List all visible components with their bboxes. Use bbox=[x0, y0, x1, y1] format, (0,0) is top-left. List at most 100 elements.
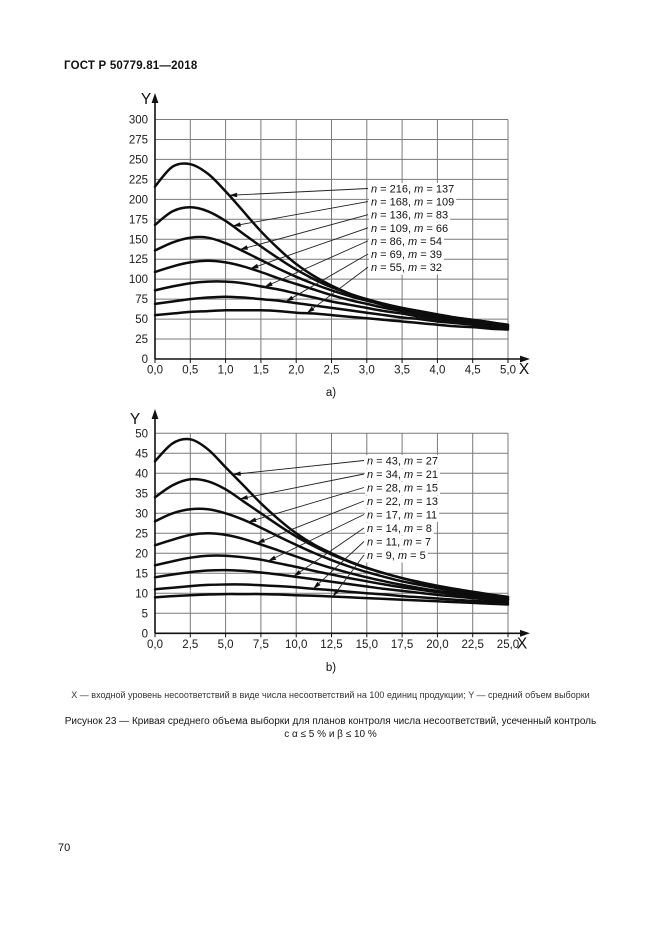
curve-n9 bbox=[153, 592, 510, 606]
x-tick-label: 3,0 bbox=[359, 365, 375, 377]
legend-leader-line bbox=[248, 487, 365, 523]
curve-n28 bbox=[153, 507, 510, 600]
y-tick-label: 300 bbox=[129, 115, 148, 127]
x-tick-label: 20,0 bbox=[426, 639, 448, 651]
y-tick-label: 25 bbox=[135, 528, 148, 540]
y-tick-label: 75 bbox=[135, 294, 148, 306]
x-tick-label: 4,5 bbox=[465, 365, 481, 377]
legend-label: n = 14, m = 8 bbox=[367, 523, 432, 535]
y-tick-label: 30 bbox=[135, 508, 148, 520]
curve-n34 bbox=[153, 477, 510, 599]
legend-label: n = 11, m = 7 bbox=[367, 537, 431, 549]
legend-leader-line bbox=[232, 460, 365, 475]
legend-leader-line bbox=[256, 500, 365, 544]
legend-arrow-icon bbox=[293, 570, 302, 577]
y-tick-label: 0 bbox=[142, 628, 148, 640]
y-tick-label: 45 bbox=[135, 448, 148, 460]
curve-n86 bbox=[153, 280, 510, 329]
x-tick-label: 0,0 bbox=[147, 639, 163, 651]
x-tick-label: 10,0 bbox=[285, 639, 307, 651]
y-tick-label: 40 bbox=[135, 468, 148, 480]
tick-labels: 0,0 0,5 1,0 1,5 2,0 2,5 3,0 3,5 4,0 4,5 5,0 0 25 50 75… bbox=[129, 115, 516, 377]
y-tick-label: 15 bbox=[135, 568, 148, 580]
legend-label: n = 136, m = 83 bbox=[371, 210, 448, 222]
y-tick-label: 150 bbox=[129, 234, 148, 246]
x-tick-label: 7,5 bbox=[253, 639, 269, 651]
y-axis-arrow-icon bbox=[151, 409, 159, 419]
legend-label-bg bbox=[365, 536, 434, 549]
legend-label: n = 168, m = 109 bbox=[371, 197, 454, 209]
x-tick-label: 1,5 bbox=[253, 365, 269, 377]
y-tick-label: 50 bbox=[135, 314, 148, 326]
x-tick-label: 2,5 bbox=[182, 639, 198, 651]
legend-label: n = 43, m = 27 bbox=[367, 456, 438, 468]
legend-arrow-icon bbox=[250, 263, 259, 269]
legend-arrow-icon bbox=[306, 306, 315, 314]
curve-n55 bbox=[153, 309, 510, 331]
x-tick-label: 2,0 bbox=[288, 365, 304, 377]
figure-caption: Рисунок 23 — Кривая среднего объема выбо… bbox=[64, 716, 597, 727]
x-tick-label: 2,5 bbox=[324, 365, 340, 377]
legend-arrow-icon bbox=[239, 495, 248, 500]
y-tick-label: 175 bbox=[129, 214, 148, 226]
y-tick-label: 200 bbox=[129, 194, 148, 206]
x-tick-label: 5,0 bbox=[500, 365, 516, 377]
legend-arrow-icon bbox=[256, 538, 265, 544]
x-tick-label: 0,0 bbox=[147, 365, 163, 377]
legend-label-bg bbox=[365, 468, 440, 482]
legend-label-bg bbox=[365, 482, 440, 495]
x-axis-label: X bbox=[517, 636, 528, 653]
x-tick-label: 4,0 bbox=[429, 365, 445, 377]
legend-arrow-icon bbox=[248, 517, 257, 522]
y-tick-label: 5 bbox=[142, 608, 148, 620]
document-header: ГОСТ Р 50779.81—2018 bbox=[64, 60, 198, 72]
legend-label-bg bbox=[369, 248, 444, 262]
y-tick-label: 225 bbox=[129, 174, 148, 186]
legend-label: n = 22, m = 13 bbox=[367, 496, 438, 508]
legend-label-bg bbox=[365, 549, 428, 563]
x-axis-label: X bbox=[519, 361, 530, 378]
legend-leader-line bbox=[239, 214, 369, 251]
legend-label: n = 109, m = 66 bbox=[371, 223, 448, 235]
figure-footnote: X — входной уровень несоответствий в вид… bbox=[71, 690, 590, 700]
legend-label-bg bbox=[365, 455, 440, 468]
legend-leader-line bbox=[239, 473, 365, 500]
x-tick-label: 22,5 bbox=[462, 639, 484, 651]
legend-label-bg bbox=[369, 235, 444, 249]
curve-n69 bbox=[153, 295, 510, 330]
y-axis-label: Y bbox=[130, 411, 140, 428]
x-tick-label: 25,0 bbox=[497, 639, 519, 651]
legend-label-bg bbox=[365, 522, 434, 536]
page-number: 70 bbox=[58, 842, 71, 854]
legend-label-bg bbox=[369, 196, 457, 210]
y-tick-label: 250 bbox=[129, 154, 148, 166]
legend-arrow-icon bbox=[232, 222, 241, 227]
legend-leader-line bbox=[267, 514, 365, 562]
y-tick-label: 35 bbox=[135, 488, 148, 500]
y-tick-label: 100 bbox=[129, 274, 148, 286]
legend-leader-line bbox=[285, 253, 369, 303]
legend-label-bg bbox=[369, 222, 451, 236]
legend-label-bg bbox=[365, 509, 440, 522]
y-axis-arrow-icon bbox=[151, 93, 159, 103]
x-axis-arrow-icon bbox=[520, 355, 530, 363]
legend-label: n = 69, m = 39 bbox=[371, 249, 442, 261]
x-tick-label: 15,0 bbox=[356, 639, 378, 651]
legend-leader-line bbox=[293, 527, 365, 577]
legend-arrow-icon bbox=[229, 192, 238, 198]
y-tick-label: 50 bbox=[135, 428, 148, 440]
legend-label: n = 216, m = 137 bbox=[371, 184, 454, 196]
y-tick-label: 275 bbox=[129, 134, 148, 146]
curve-n17 bbox=[153, 554, 510, 601]
curve-n14 bbox=[153, 568, 510, 603]
tick-labels: 0,0 2,5 5,0 7,5 10,0 12,5 15,0 17,5 20,0 22,5 25,0… bbox=[135, 428, 519, 651]
y-tick-label: 25 bbox=[135, 334, 148, 346]
y-tick-label: 20 bbox=[135, 548, 148, 560]
legend-leader-line bbox=[306, 266, 369, 314]
legend-label: n = 34, m = 21 bbox=[367, 469, 438, 481]
y-axis-label: Y bbox=[141, 91, 151, 108]
figure-caption-condition: с α ≤ 5 % и β ≤ 10 % bbox=[284, 729, 377, 740]
legend-arrow-icon bbox=[232, 471, 241, 476]
